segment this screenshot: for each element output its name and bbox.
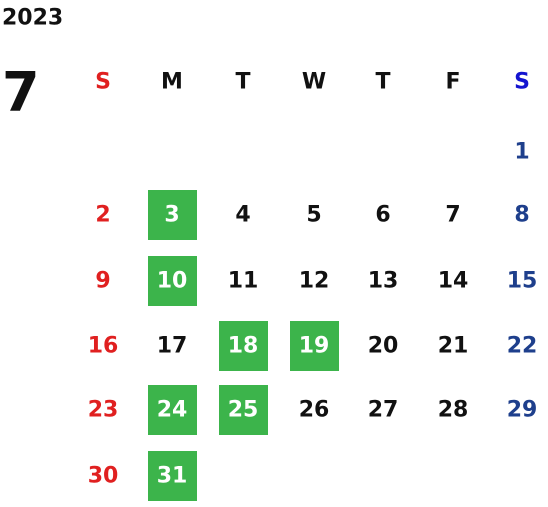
day: 9: [95, 269, 110, 294]
day: 8: [514, 203, 529, 228]
day: 20: [368, 334, 399, 359]
highlight-box: [219, 385, 268, 435]
day: 24: [157, 398, 188, 423]
highlight-box: [148, 385, 197, 435]
day: 7: [445, 203, 460, 228]
day: 13: [368, 269, 399, 294]
day: 17: [157, 334, 188, 359]
day: 15: [507, 269, 538, 294]
day: 31: [157, 464, 188, 489]
weekday-label: S: [95, 70, 111, 95]
day: 5: [306, 203, 321, 228]
year: 2023: [2, 6, 63, 31]
day: 27: [368, 398, 399, 423]
highlight-box: [148, 451, 197, 501]
day: 10: [157, 269, 188, 294]
month: 7: [2, 61, 40, 124]
day: 1: [514, 140, 529, 165]
day: 28: [438, 398, 469, 423]
highlight-box: [219, 321, 268, 371]
day: 12: [299, 269, 330, 294]
day: 25: [228, 398, 259, 423]
day: 11: [228, 269, 259, 294]
day: 2: [95, 203, 110, 228]
day: 30: [88, 464, 119, 489]
highlight-box: [148, 190, 197, 240]
day: 26: [299, 398, 330, 423]
highlight-box: [290, 321, 339, 371]
weekday-label: M: [161, 70, 183, 95]
weekday-label: S: [514, 70, 530, 95]
day: 16: [88, 334, 119, 359]
day: 23: [88, 398, 119, 423]
day: 6: [375, 203, 390, 228]
weekday-label: T: [375, 70, 390, 95]
weekday-label: W: [302, 70, 326, 95]
highlight-box: [148, 256, 197, 306]
weekday-label: T: [235, 70, 250, 95]
day: 21: [438, 334, 469, 359]
day: 29: [507, 398, 538, 423]
day: 22: [507, 334, 538, 359]
weekday-label: F: [445, 70, 460, 95]
day: 14: [438, 269, 469, 294]
day: 4: [235, 203, 250, 228]
day: 18: [228, 334, 259, 359]
day: 3: [164, 203, 179, 228]
day: 19: [299, 334, 330, 359]
